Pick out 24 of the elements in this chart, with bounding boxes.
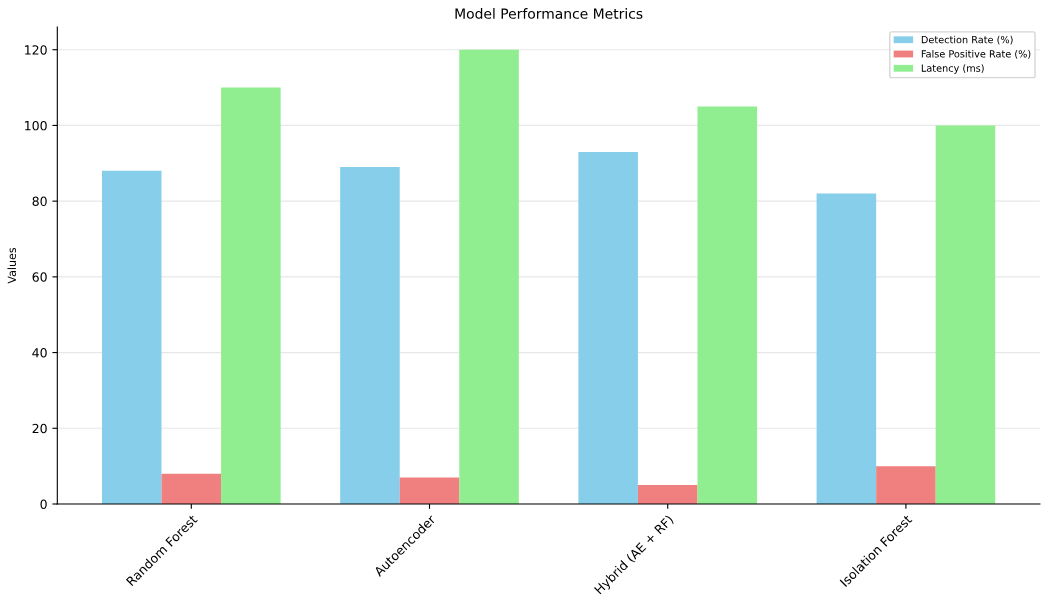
- bar: [637, 485, 698, 504]
- y-tick-label: 20: [32, 423, 47, 434]
- bar: [161, 473, 222, 504]
- bar: [816, 193, 877, 504]
- y-tick-label: 0: [40, 499, 47, 509]
- y-tick-label: 60: [32, 272, 47, 282]
- bar: [101, 170, 162, 504]
- bar: [935, 125, 996, 504]
- bar: [340, 167, 400, 504]
- bar: [578, 151, 638, 504]
- legend-label: Latency (ms): [921, 64, 984, 74]
- bar: [876, 466, 936, 504]
- y-tick-label: 80: [32, 196, 47, 207]
- y-tick-label: 120: [25, 45, 47, 55]
- y-axis-title: Values: [7, 247, 17, 284]
- bar: [221, 87, 281, 504]
- legend-label: Detection Rate (%): [921, 35, 1013, 45]
- chart-title: Model Performance Metrics: [455, 8, 643, 19]
- bar: [697, 106, 758, 504]
- bar: [399, 477, 460, 504]
- y-tick-label: 100: [25, 120, 47, 131]
- bar: [459, 49, 519, 504]
- y-tick-label: 40: [32, 348, 47, 358]
- legend-label: False Positive Rate (%): [921, 50, 1031, 59]
